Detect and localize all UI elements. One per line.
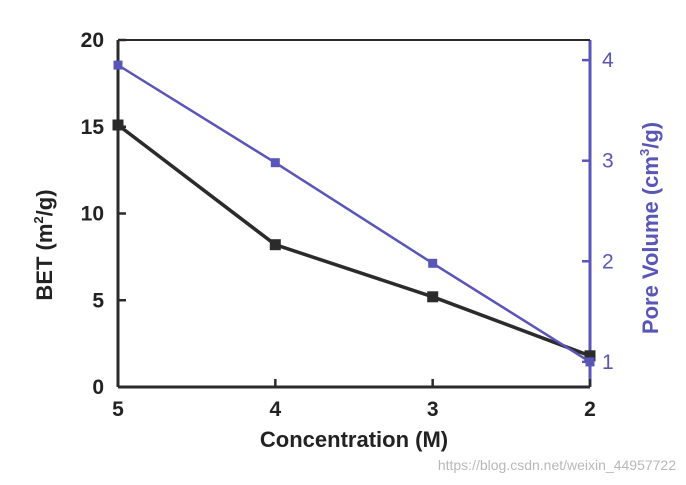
series-marker-right (113, 60, 123, 70)
right-axis-label-sup: 3 (637, 149, 652, 156)
series-marker-left (269, 239, 281, 251)
right-axis-label: Pore Volume (cm3/g) (637, 122, 663, 334)
left-axis-label-sup: 2 (31, 216, 46, 223)
x-tick-label: 5 (112, 398, 124, 421)
left-tick-label: 15 (81, 116, 105, 139)
x-tick-label: 3 (427, 398, 439, 421)
series-marker-right (428, 258, 438, 268)
left-tick-label: 0 (92, 376, 104, 399)
right-tick-label: 2 (602, 250, 614, 273)
x-tick-label: 4 (269, 398, 281, 421)
series-line-left (116, 123, 591, 358)
left-axis-label-suffix: /g) (32, 189, 57, 216)
left-tick-label: 20 (81, 29, 104, 52)
left-axis-label: BET (m2/g) (31, 189, 57, 300)
series-marker-right (585, 357, 595, 367)
right-tick-label: 1 (602, 351, 614, 374)
left-axis-label-prefix: BET (m (32, 224, 57, 301)
right-axis-label-suffix: /g) (638, 122, 663, 149)
x-axis-label: Concentration (M) (260, 427, 448, 452)
series-marker-left (584, 350, 596, 362)
right-axis-ticks: 1 2 3 4 (582, 49, 614, 374)
right-tick-label: 3 (602, 150, 614, 173)
series-line-right (117, 64, 591, 363)
x-axis-ticks: 5 4 3 2 (112, 379, 596, 421)
left-tick-label: 5 (92, 289, 104, 312)
series-marker-left (112, 119, 124, 131)
right-axis-label-prefix: Pore Volume (cm (638, 156, 663, 334)
series-marker-right (270, 158, 280, 168)
watermark: https://blog.csdn.net/weixin_44957722 (438, 457, 676, 473)
series-marker-left (427, 291, 439, 303)
left-tick-label: 10 (81, 203, 104, 226)
series-layer (112, 60, 596, 367)
x-tick-label: 2 (584, 398, 596, 421)
right-tick-label: 4 (602, 49, 614, 72)
